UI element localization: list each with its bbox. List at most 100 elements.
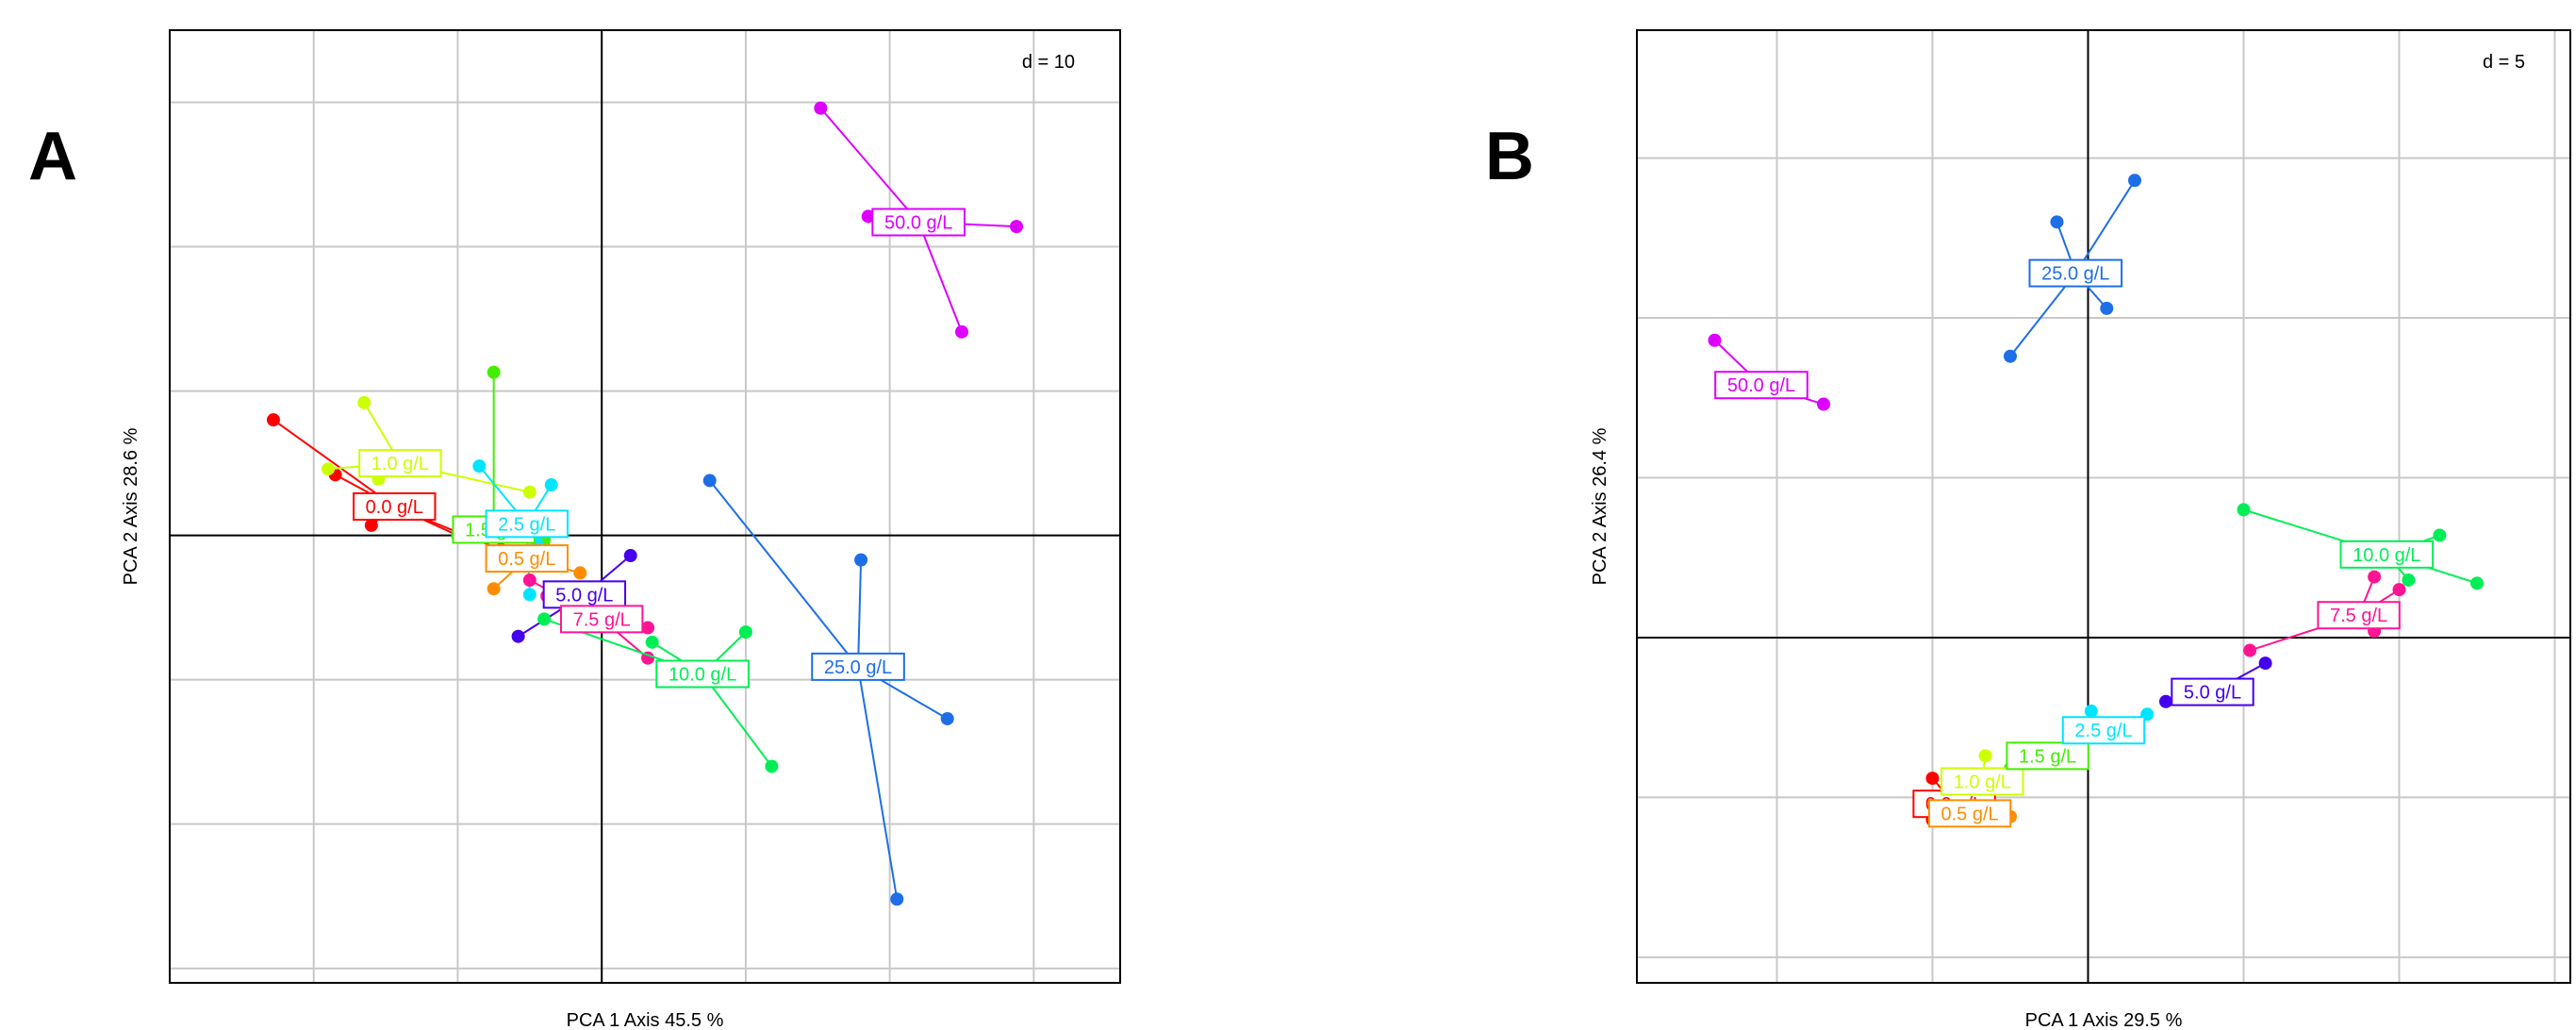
data-point [2050, 215, 2064, 229]
x-axis-label: PCA 1 Axis 29.5 % [2025, 1010, 2183, 1030]
plot-frame [1636, 29, 2571, 984]
data-point [2433, 528, 2447, 542]
group-label-text: 50.0 g/L [1727, 375, 1795, 396]
group-label: 0.5 g/L [1927, 799, 2012, 828]
group-label-box [811, 652, 905, 681]
data-point [814, 101, 828, 115]
data-point [765, 759, 779, 773]
group-label-box [1927, 799, 2012, 828]
plot-area-a: 0.0 g/L0.5 g/L1.0 g/L1.5 g/L2.5 g/L5.0 g… [266, 101, 1024, 906]
chart-panel-b: 0.0 g/L0.5 g/L1.0 g/L1.5 g/L2.5 g/L5.0 g… [1590, 29, 2571, 1030]
group-label-box [2061, 716, 2146, 745]
group-label-text: 1.5 g/L [2019, 746, 2076, 767]
data-point [2004, 349, 2017, 363]
group-label-box [2317, 601, 2401, 630]
group-label-text: 2.5 g/L [498, 514, 555, 535]
spider-line [2074, 179, 2136, 274]
data-point [364, 518, 378, 532]
group-label-box [2028, 258, 2123, 288]
group-label: 0.5 g/L [485, 544, 569, 573]
group-label: 10.0 g/L [2339, 540, 2435, 569]
data-point [2237, 503, 2251, 517]
data-point [702, 473, 717, 488]
group-label: 1.5 g/L [2006, 741, 2089, 771]
group-label: 1.0 g/L [1940, 767, 2024, 796]
data-point [1817, 397, 1830, 411]
data-point [1978, 749, 1992, 763]
group-label-text: 1.0 g/L [1954, 772, 2011, 792]
x-axis-label: PCA 1 Axis 45.5 % [567, 1010, 724, 1030]
group-label-text: 25.0 g/L [2041, 264, 2109, 285]
group-label-box [1940, 767, 2024, 796]
group-label-box [2171, 677, 2254, 706]
group-label: 25.0 g/L [2028, 258, 2123, 288]
data-point [544, 478, 558, 492]
data-point [322, 462, 335, 476]
data-point [2402, 573, 2416, 587]
group-label-text: 5.0 g/L [555, 585, 613, 606]
plot-frame [169, 29, 1121, 984]
plot-area-b: 0.0 g/L0.5 g/L1.0 g/L1.5 g/L2.5 g/L5.0 g… [1708, 174, 2484, 828]
data-point [573, 566, 587, 580]
group-label: 50.0 g/L [1714, 371, 1808, 400]
data-point [645, 635, 659, 649]
group-label: 7.5 g/L [559, 605, 644, 634]
scale-label: d = 10 [1022, 52, 1075, 73]
group-label: 5.0 g/L [2171, 677, 2254, 706]
group-label-text: 1.0 g/L [372, 454, 429, 474]
data-point [2470, 576, 2484, 590]
data-point [940, 711, 954, 725]
spider-line [708, 479, 859, 668]
data-point [861, 209, 875, 224]
group-label-box [353, 492, 437, 521]
group-label-box [485, 544, 569, 573]
data-point [854, 553, 868, 567]
y-axis-label: PCA 2 Axis 26.4 % [1590, 427, 1610, 585]
data-point [1708, 333, 1722, 347]
data-point [522, 485, 537, 499]
group-label: 5.0 g/L [542, 580, 627, 609]
spider-line [702, 673, 773, 768]
group-label-text: 0.5 g/L [1941, 804, 1999, 824]
group-label-text: 2.5 g/L [2074, 721, 2132, 741]
data-point [2159, 694, 2172, 708]
group-label-box [2339, 540, 2435, 569]
group-label: 50.0 g/L [871, 208, 966, 237]
data-point [641, 621, 655, 635]
spider-line [917, 222, 963, 333]
group-label: 10.0 g/L [655, 659, 750, 689]
group-label: 2.5 g/L [2061, 716, 2146, 745]
group-label: 0.0 g/L [353, 492, 437, 521]
group-label-box [485, 509, 569, 539]
scale-label: d = 5 [2483, 52, 2525, 73]
spider-line [857, 666, 899, 900]
group-label-box [1714, 371, 1808, 400]
panel-label-b: B [1485, 119, 1534, 194]
data-point [2084, 704, 2098, 718]
spider-line [857, 559, 863, 667]
data-point [1925, 772, 1940, 786]
data-point [2243, 643, 2257, 657]
data-point [472, 459, 487, 473]
group-label-text: 7.5 g/L [573, 609, 631, 630]
spider-line [272, 419, 395, 507]
data-point [2392, 583, 2406, 597]
group-label-text: 7.5 g/L [2330, 606, 2387, 626]
data-point [522, 588, 537, 602]
group-label-text: 0.5 g/L [498, 549, 555, 570]
data-point [623, 549, 637, 563]
data-point [522, 573, 537, 588]
group-label-text: 50.0 g/L [884, 213, 952, 234]
group-label-text: 10.0 g/L [2353, 545, 2420, 566]
spider-line [819, 107, 919, 224]
data-point [2100, 301, 2114, 315]
data-point [266, 413, 280, 427]
data-point [2258, 656, 2272, 671]
group-label: 2.5 g/L [485, 509, 569, 539]
data-point [537, 612, 552, 626]
data-point [890, 892, 904, 906]
data-point [738, 625, 752, 640]
group-label-text: 5.0 g/L [2184, 683, 2241, 704]
group-label: 7.5 g/L [2317, 601, 2401, 630]
y-axis-label: PCA 2 Axis 28.6 % [121, 427, 141, 585]
